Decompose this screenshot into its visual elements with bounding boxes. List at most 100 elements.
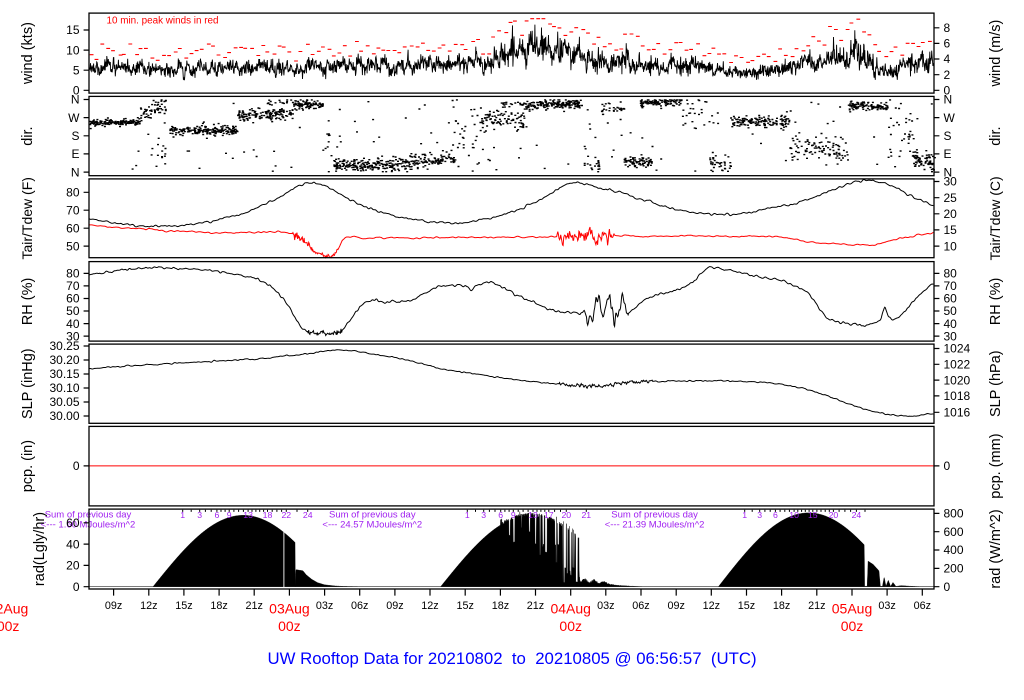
- svg-text:04Aug: 04Aug: [550, 601, 590, 617]
- svg-text:06z: 06z: [632, 600, 649, 612]
- svg-text:12z: 12z: [703, 600, 720, 612]
- svg-text:0: 0: [73, 459, 80, 473]
- svg-text:25: 25: [944, 191, 958, 205]
- svg-text:Sum of previous day: Sum of previous day: [45, 509, 132, 520]
- svg-text:Tair/Tdew (C): Tair/Tdew (C): [987, 176, 1003, 260]
- svg-text:20: 20: [66, 559, 80, 573]
- svg-text:6: 6: [214, 510, 219, 520]
- svg-text:UW Rooftop Data for 20210802: UW Rooftop Data for 20210802 to 20210805…: [267, 649, 756, 668]
- svg-text:SLP (hPa): SLP (hPa): [988, 350, 1004, 417]
- svg-text:05Aug: 05Aug: [832, 601, 872, 617]
- svg-text:20: 20: [829, 510, 839, 520]
- svg-text:1: 1: [742, 510, 747, 520]
- svg-text:30: 30: [944, 329, 958, 343]
- svg-text:22: 22: [281, 510, 291, 520]
- svg-text:400: 400: [944, 543, 964, 557]
- svg-text:W: W: [944, 111, 956, 125]
- svg-text:N: N: [944, 93, 953, 107]
- svg-text:RH (%): RH (%): [20, 278, 36, 326]
- svg-text:dir.: dir.: [20, 126, 36, 145]
- svg-text:15: 15: [808, 510, 818, 520]
- svg-text:00z: 00z: [841, 618, 864, 634]
- svg-text:dir.: dir.: [988, 126, 1004, 145]
- svg-text:0: 0: [944, 84, 951, 98]
- svg-text:30.10: 30.10: [49, 381, 79, 395]
- svg-text:09z: 09z: [386, 600, 403, 612]
- svg-text:S: S: [71, 129, 79, 143]
- svg-text:rad (W/m^2): rad (W/m^2): [988, 509, 1004, 588]
- svg-text:wind (m/s): wind (m/s): [988, 20, 1004, 88]
- svg-text:24: 24: [852, 510, 862, 520]
- svg-text:09z: 09z: [105, 600, 122, 612]
- svg-text:6: 6: [944, 37, 951, 51]
- svg-text:1022: 1022: [944, 358, 971, 372]
- svg-text:1020: 1020: [944, 373, 971, 387]
- svg-text:10: 10: [789, 510, 799, 520]
- svg-text:1016: 1016: [944, 406, 971, 420]
- svg-text:60: 60: [66, 292, 80, 306]
- svg-text:18: 18: [263, 510, 273, 520]
- svg-text:06z: 06z: [351, 600, 368, 612]
- svg-text:pcp. (in): pcp. (in): [20, 440, 36, 492]
- svg-text:3: 3: [481, 510, 486, 520]
- svg-text:15z: 15z: [456, 600, 473, 612]
- svg-text:00z: 00z: [278, 618, 301, 634]
- svg-text:0: 0: [944, 580, 951, 594]
- svg-text:30.05: 30.05: [49, 395, 79, 409]
- svg-text:21z: 21z: [527, 600, 544, 612]
- svg-text:00z: 00z: [559, 618, 582, 634]
- svg-text:6: 6: [498, 510, 503, 520]
- svg-text:9: 9: [511, 510, 516, 520]
- svg-text:60: 60: [66, 221, 80, 235]
- svg-text:W: W: [68, 111, 80, 125]
- svg-text:03Aug: 03Aug: [269, 601, 309, 617]
- svg-text:Sum of previous day: Sum of previous day: [329, 509, 416, 520]
- svg-text:10: 10: [944, 239, 958, 253]
- svg-text:30.15: 30.15: [49, 367, 79, 381]
- svg-text:30.25: 30.25: [49, 339, 79, 353]
- svg-text:30.20: 30.20: [49, 353, 79, 367]
- svg-text:<--- 21.39 MJoules/m^2: <--- 21.39 MJoules/m^2: [605, 520, 705, 531]
- svg-text:18z: 18z: [773, 600, 790, 612]
- svg-text:70: 70: [66, 203, 80, 217]
- svg-text:12z: 12z: [421, 600, 438, 612]
- svg-text:15: 15: [944, 223, 958, 237]
- svg-text:40: 40: [66, 317, 80, 331]
- svg-text:200: 200: [944, 562, 964, 576]
- svg-text:10 min. peak winds in red: 10 min. peak winds in red: [107, 15, 219, 26]
- svg-text:N: N: [944, 165, 953, 179]
- svg-text:70: 70: [66, 279, 80, 293]
- svg-text:Tair/Tdew (F): Tair/Tdew (F): [19, 177, 35, 259]
- svg-text:80: 80: [66, 267, 80, 281]
- svg-text:80: 80: [944, 267, 958, 281]
- svg-text:9: 9: [227, 510, 232, 520]
- svg-text:800: 800: [944, 507, 964, 521]
- svg-text:50: 50: [66, 239, 80, 253]
- svg-text:40: 40: [944, 317, 958, 331]
- svg-text:21z: 21z: [245, 600, 262, 612]
- svg-text:20: 20: [944, 207, 958, 221]
- svg-text:03z: 03z: [878, 600, 895, 612]
- svg-text:E: E: [71, 147, 79, 161]
- svg-text:09z: 09z: [667, 600, 684, 612]
- svg-text:06z: 06z: [914, 600, 931, 612]
- svg-text:20: 20: [561, 510, 571, 520]
- svg-text:0: 0: [73, 84, 80, 98]
- svg-text:1: 1: [180, 510, 185, 520]
- svg-text:02Aug: 02Aug: [0, 601, 28, 617]
- svg-text:13: 13: [243, 510, 253, 520]
- svg-text:rad(Lgly/hr): rad(Lgly/hr): [32, 512, 48, 586]
- svg-text:30.00: 30.00: [49, 409, 79, 423]
- svg-text:60: 60: [944, 292, 958, 306]
- svg-text:03z: 03z: [597, 600, 614, 612]
- svg-text:70: 70: [944, 279, 958, 293]
- svg-text:Sum of previous day: Sum of previous day: [611, 509, 698, 520]
- svg-text:03z: 03z: [316, 600, 333, 612]
- svg-text:12z: 12z: [140, 600, 157, 612]
- svg-text:SLP (inHg): SLP (inHg): [20, 348, 36, 419]
- svg-text:1024: 1024: [944, 342, 971, 356]
- svg-text:600: 600: [944, 525, 964, 539]
- svg-text:00z: 00z: [0, 618, 19, 634]
- svg-text:30: 30: [66, 329, 80, 343]
- svg-text:<--- 24.57 MJoules/m^2: <--- 24.57 MJoules/m^2: [322, 520, 422, 531]
